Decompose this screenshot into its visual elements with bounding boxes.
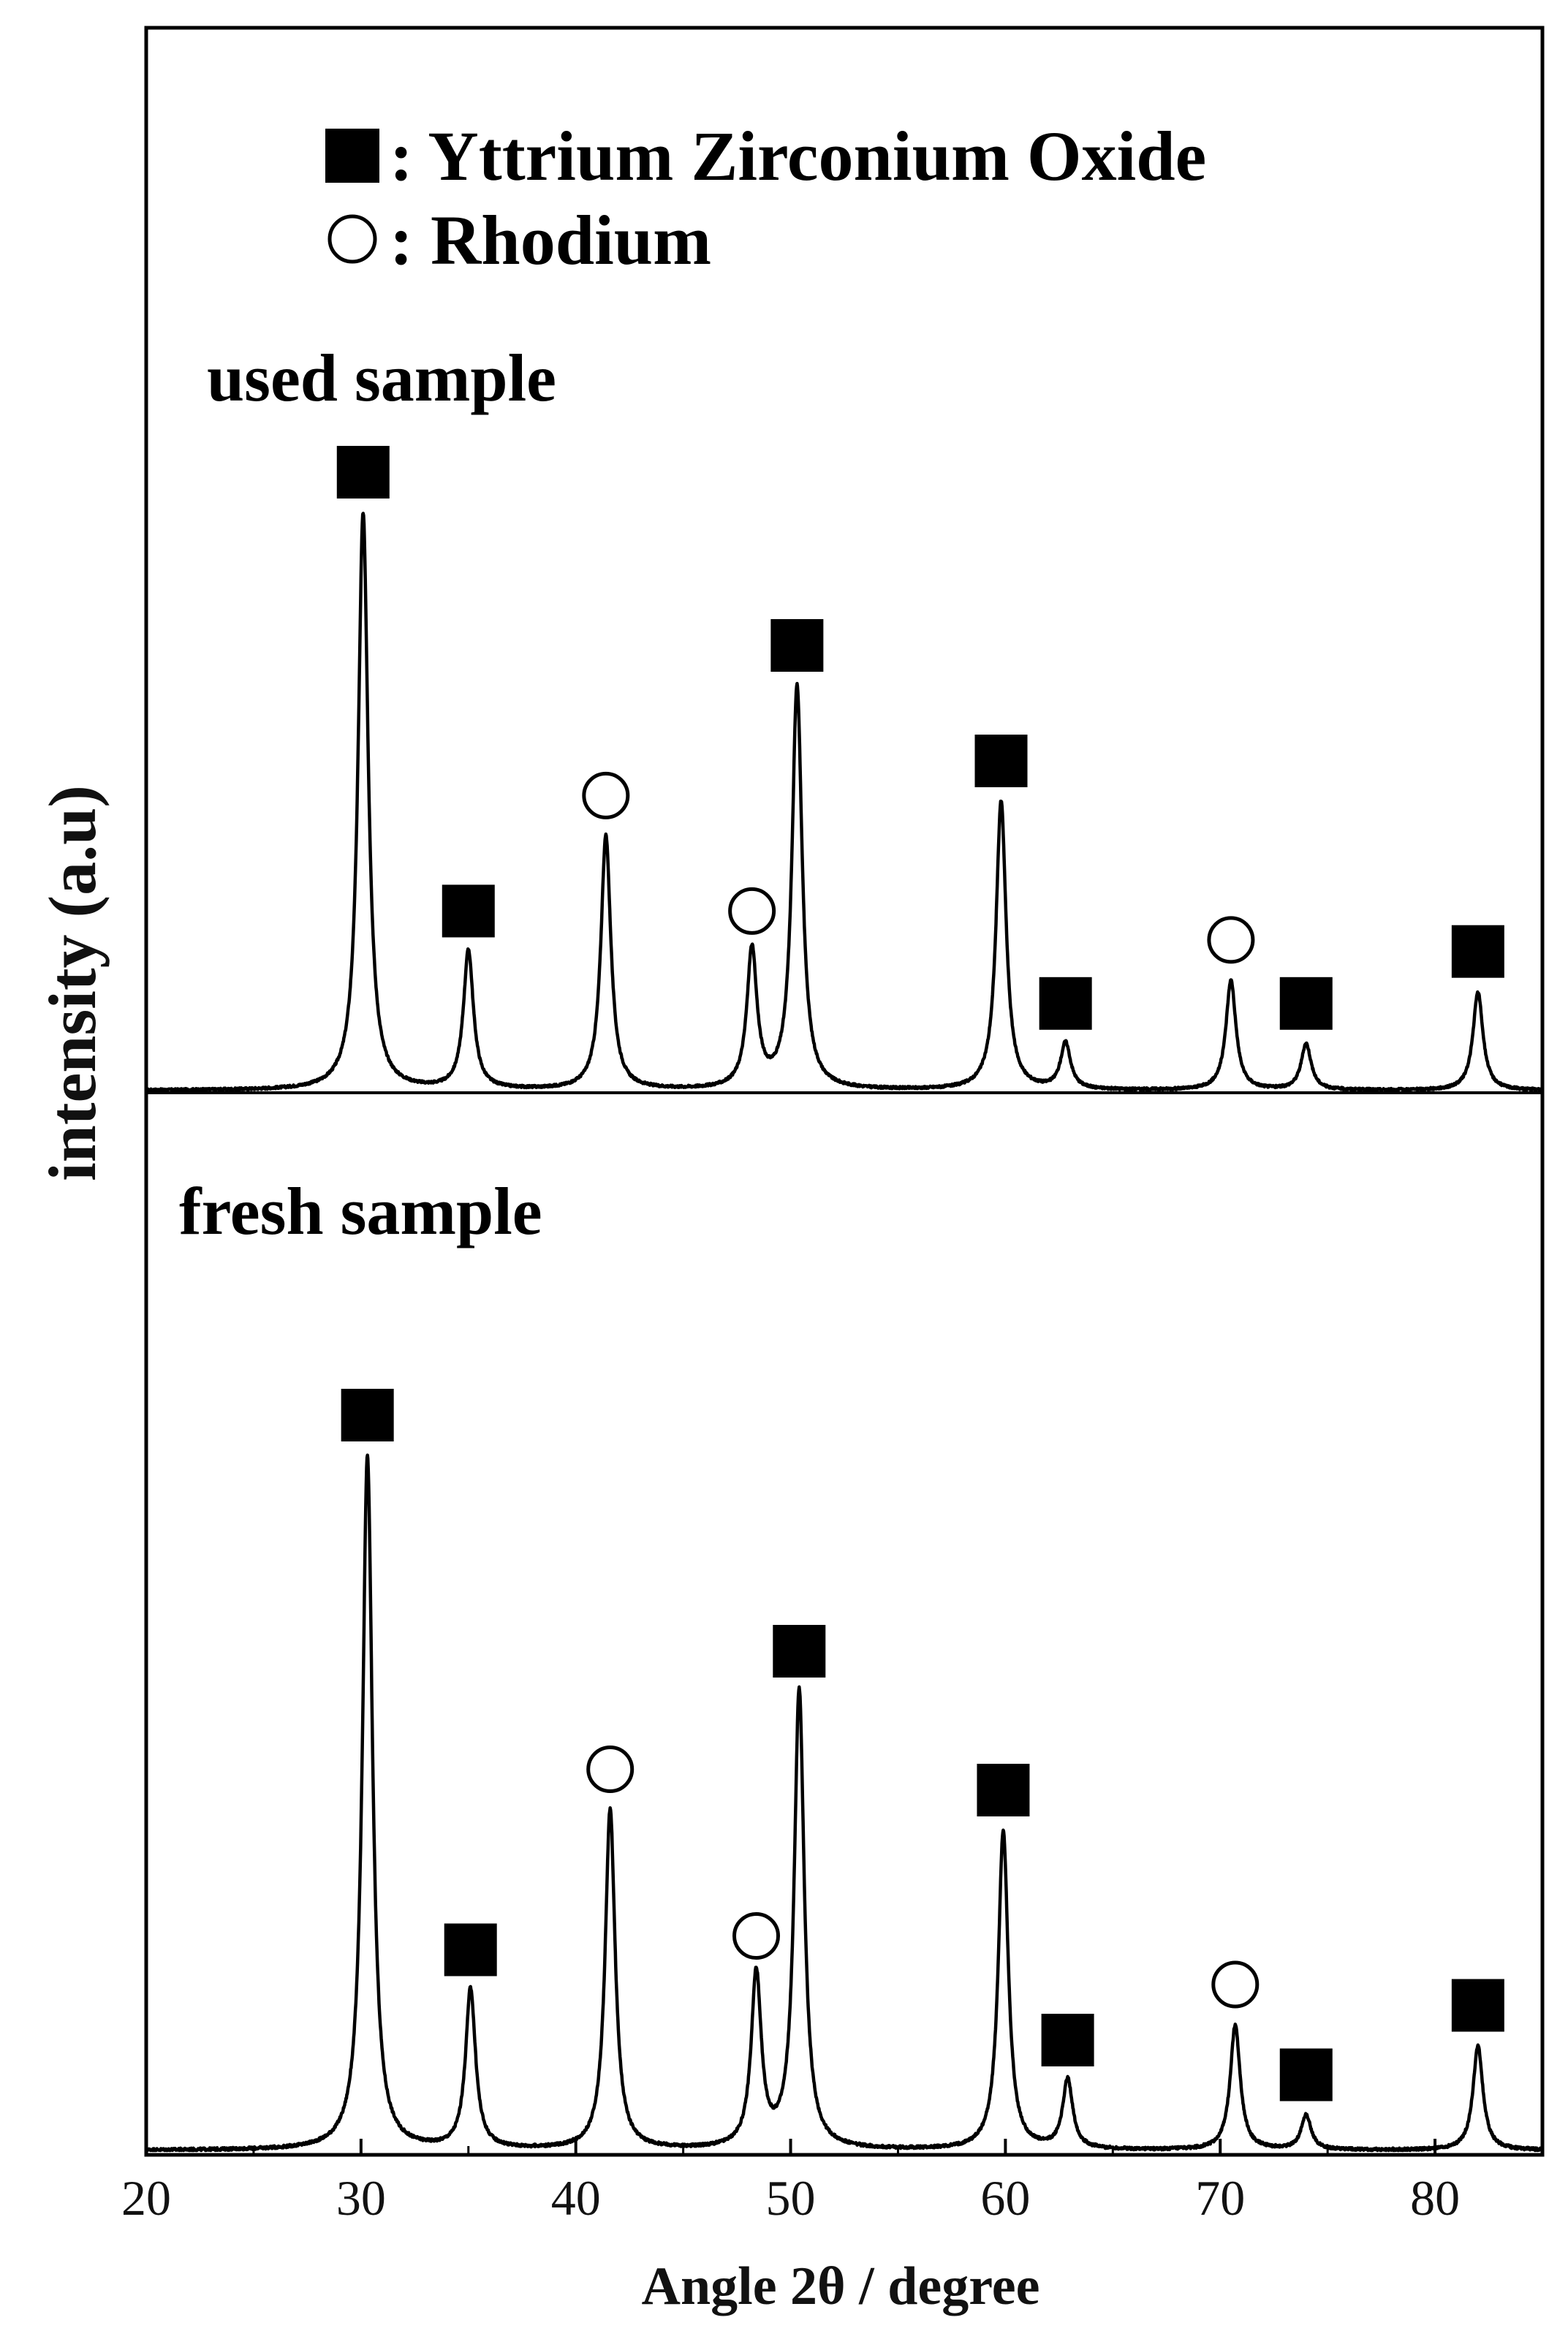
legend-label-rhodium: : Rhodium: [390, 201, 711, 279]
x-tick-label-30: 30: [336, 2170, 386, 2226]
yzo-marker-0-8: [1279, 977, 1333, 1030]
x-tick-label-40: 40: [551, 2170, 601, 2226]
xrd-traces: [144, 512, 1544, 2153]
yzo-marker-0-4: [770, 619, 824, 672]
x-tick-label-70: 70: [1195, 2170, 1245, 2226]
rhodium-marker-1-2: [586, 1746, 635, 1793]
legend-circle-marker: [327, 214, 377, 264]
x-tick-label-60: 60: [980, 2170, 1030, 2226]
x-axis-title: Angle 2θ / degree: [642, 2256, 1040, 2316]
phase-markers: [336, 446, 1504, 2101]
fresh-sample-label: fresh sample: [179, 1174, 542, 1248]
x-tick-label-50: 50: [766, 2170, 816, 2226]
rhodium-marker-0-2: [582, 771, 630, 819]
y-axis-title: intensity (a.u): [35, 785, 110, 1181]
rhodium-marker-1-3: [732, 1912, 781, 1960]
yzo-marker-1-5: [977, 1764, 1030, 1816]
rhodium-marker-0-7: [1207, 916, 1255, 964]
used-sample-label: used sample: [207, 341, 556, 415]
legend: : Yttrium Zirconium Oxide : Rhodium: [325, 117, 1206, 279]
trace-fresh-sample: [144, 1453, 1544, 2153]
rhodium-marker-1-7: [1211, 1960, 1260, 2009]
x-tick-label-80: 80: [1410, 2170, 1460, 2226]
trace-used-sample: [145, 512, 1544, 1093]
yzo-marker-1-8: [1279, 2048, 1333, 2101]
yzo-marker-1-9: [1451, 1979, 1504, 2032]
yzo-marker-0-1: [442, 884, 495, 938]
legend-label-yttrium-zirconium-oxide: : Yttrium Zirconium Oxide: [390, 117, 1206, 195]
yzo-marker-1-1: [444, 1923, 497, 1976]
yzo-marker-0-5: [974, 735, 1028, 787]
x-tick-label-20: 20: [121, 2170, 171, 2226]
legend-square-marker: [325, 129, 379, 183]
yzo-marker-0-9: [1451, 925, 1504, 978]
yzo-marker-0-0: [336, 446, 390, 499]
x-axis-ticks: 20 30 40 50 60 70 80: [121, 2139, 1460, 2226]
yzo-marker-1-4: [773, 1625, 826, 1678]
yzo-marker-1-6: [1041, 2014, 1094, 2066]
yzo-marker-0-6: [1039, 977, 1092, 1030]
yzo-marker-1-0: [341, 1389, 394, 1441]
rhodium-marker-0-3: [728, 887, 776, 935]
